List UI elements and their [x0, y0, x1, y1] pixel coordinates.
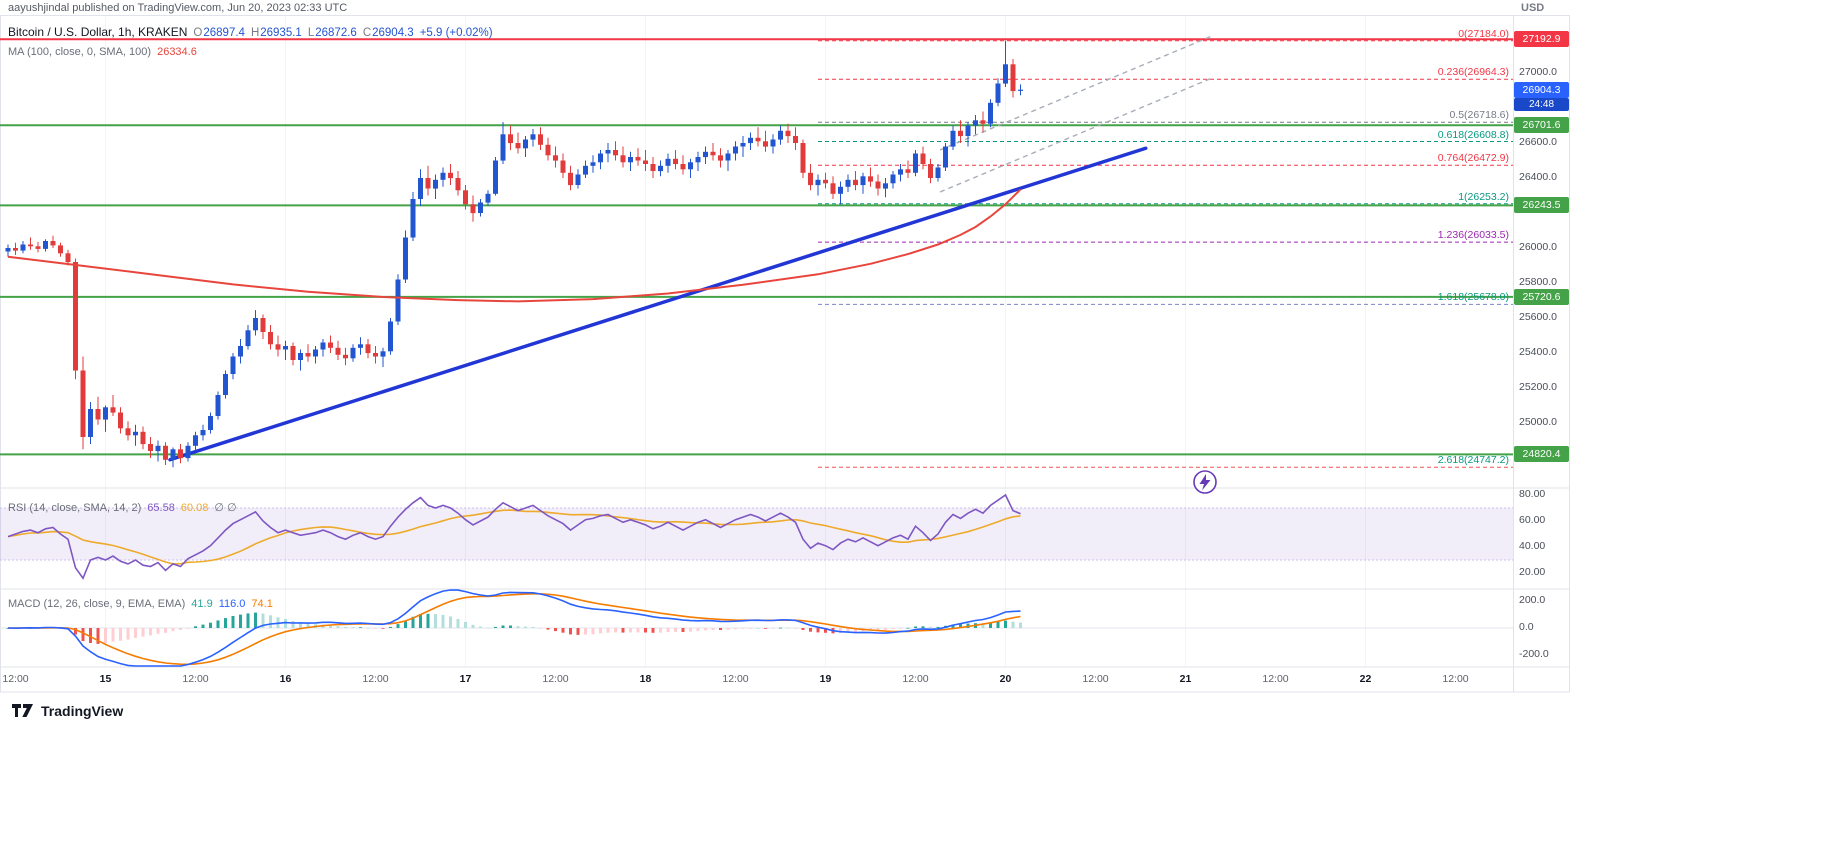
price-tick: 25400.0 [1519, 346, 1557, 358]
macd-signal-value: 74.1 [251, 598, 273, 610]
ohlc-value: 26872.6 [315, 27, 357, 39]
time-label: 20 [999, 673, 1012, 685]
tradingview-logo[interactable]: TradingView [12, 702, 123, 719]
price-badge: 26701.6 [1514, 117, 1569, 134]
macd-tick: 200.0 [1519, 594, 1546, 606]
macd-indicator-header: MACD (12, 26, close, 9, EMA, EMA) 41.9 116… [8, 598, 273, 610]
ma-indicator-value: 26334.6 [157, 46, 197, 58]
time-label: 12:00 [1442, 673, 1469, 685]
time-label: 19 [819, 673, 832, 685]
ohlc-label: L [307, 27, 315, 39]
price-tick: 26400.0 [1519, 171, 1557, 183]
price-tick: 26600.0 [1519, 136, 1557, 148]
price-tick: 25000.0 [1519, 416, 1557, 428]
rsi-tick: 40.00 [1519, 540, 1546, 552]
price-tick: 25800.0 [1519, 276, 1557, 288]
rsi-value: 65.58 [147, 502, 175, 514]
price-axis-currency-label: USD [1521, 2, 1545, 14]
time-label: 12:00 [182, 673, 209, 685]
price-badge: 27192.9 [1514, 31, 1569, 48]
time-label: 16 [279, 673, 292, 685]
tradingview-logo-icon [12, 704, 33, 717]
macd-indicator-label: MACD (12, 26, close, 9, EMA, EMA) [8, 598, 186, 610]
ohlc-label: C [362, 27, 372, 39]
price-tick: 27000.0 [1519, 66, 1557, 78]
rsi-indicator-label: RSI (14, close, SMA, 14, 2) [8, 502, 142, 514]
price-change: +5.9 (+0.02%) [419, 27, 493, 39]
time-label: 15 [99, 673, 112, 685]
time-axis[interactable]: 12:00 15 12:00 16 12:00 17 12:00 18 12:00 19 12:00… [0, 667, 1570, 692]
price-badge: 26243.5 [1514, 197, 1569, 214]
lightning-event-icon[interactable] [1193, 470, 1217, 494]
time-label: 22 [1359, 673, 1372, 685]
rsi-indicator-header: RSI (14, close, SMA, 14, 2) 65.58 60.08 ∅ ∅ [8, 501, 237, 514]
macd-value: 116.0 [218, 598, 246, 610]
rsi-tick: 80.00 [1519, 488, 1546, 500]
symbol-header: Bitcoin / U.S. Dollar, 1h, KRAKEN O26897.… [8, 25, 493, 39]
countdown-timer: 24:48 [1514, 97, 1569, 111]
ohlc-label: H [250, 27, 260, 39]
time-label: 18 [639, 673, 652, 685]
macd-tick: -200.0 [1519, 648, 1549, 660]
time-label: 12:00 [902, 673, 929, 685]
rsi-ma-value: 60.08 [180, 502, 209, 514]
price-tick: 25600.0 [1519, 311, 1557, 323]
ma-indicator-label: MA (100, close, 0, SMA, 100) [8, 46, 152, 58]
ma-indicator-header: MA (100, close, 0, SMA, 100) 26334.6 [8, 46, 197, 58]
time-label: 12:00 [722, 673, 749, 685]
symbol-title: Bitcoin / U.S. Dollar, 1h, KRAKEN [8, 25, 188, 39]
time-label: 21 [1179, 673, 1192, 685]
ohlc-value: 26897.4 [203, 27, 245, 39]
ohlc-label: O [193, 27, 203, 39]
time-label: 17 [459, 673, 472, 685]
current-price-badge: 26904.3 [1514, 81, 1569, 98]
price-badge: 25720.6 [1514, 288, 1569, 305]
ohlc-value: 26904.3 [372, 27, 414, 39]
time-label: 12:00 [2, 673, 29, 685]
rsi-extra-values: ∅ ∅ [214, 502, 237, 514]
ohlc-value: 26935.1 [260, 27, 302, 39]
ohlc-values: O26897.4 H26935.1 L26872.6 C26904.3 [187, 25, 413, 39]
price-tick: 26000.0 [1519, 241, 1557, 253]
time-label: 12:00 [542, 673, 569, 685]
rsi-tick: 20.00 [1519, 566, 1546, 578]
price-badge: 24820.4 [1514, 446, 1569, 463]
tradingview-logo-text: TradingView [41, 702, 124, 719]
macd-tick: 0.0 [1519, 621, 1534, 633]
macd-hist-value: 41.9 [191, 598, 213, 610]
time-label: 12:00 [1262, 673, 1289, 685]
time-label: 12:00 [1082, 673, 1109, 685]
rsi-tick: 60.00 [1519, 514, 1546, 526]
price-tick: 25200.0 [1519, 381, 1557, 393]
attribution-text: aayushjindal published on TradingView.co… [8, 2, 348, 14]
time-label: 12:00 [362, 673, 389, 685]
